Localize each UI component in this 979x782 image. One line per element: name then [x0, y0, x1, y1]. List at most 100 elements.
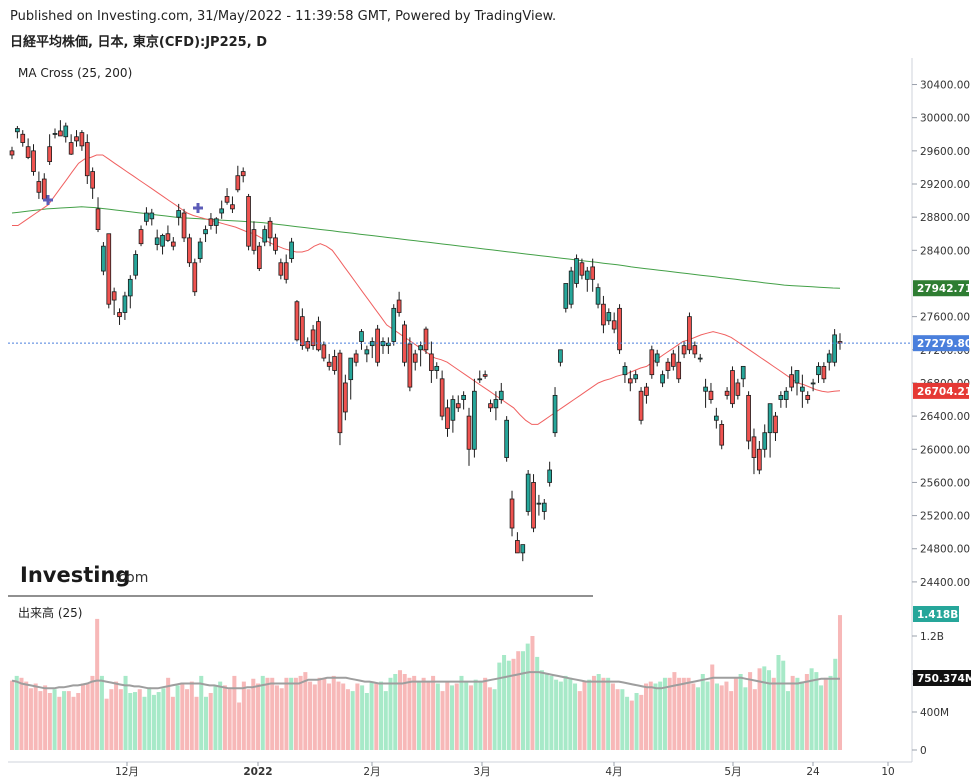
ma-cross-label: MA Cross (25, 200)	[18, 66, 132, 80]
candle	[601, 295, 606, 334]
candle	[47, 134, 52, 165]
volume-bar	[80, 683, 85, 750]
candle	[783, 387, 789, 408]
volume-bar	[180, 683, 185, 750]
candle	[805, 391, 811, 404]
time-tick-label: 2月	[363, 766, 380, 778]
volume-ma-line	[11, 671, 840, 690]
candle	[461, 391, 466, 410]
candle	[375, 324, 380, 367]
volume-bar	[681, 677, 686, 750]
volume-bar	[109, 689, 114, 750]
candle	[563, 283, 569, 313]
time-tick-label: 3月	[473, 766, 490, 778]
volume-bar	[426, 681, 431, 750]
candle	[778, 391, 784, 408]
candle	[654, 349, 660, 367]
volume-bar	[762, 666, 767, 750]
volume-bar	[104, 698, 109, 750]
volume-bar	[795, 677, 800, 750]
volume-bar	[497, 662, 502, 750]
candle	[176, 203, 182, 226]
volume-bar	[128, 693, 133, 750]
candle	[767, 403, 773, 458]
volume-bar	[360, 685, 365, 750]
volume-bar	[412, 675, 417, 750]
candle	[321, 341, 327, 362]
volume-bar	[308, 681, 313, 750]
volume-bar	[549, 675, 554, 750]
volume-bar	[147, 687, 152, 750]
volume-bar	[658, 681, 663, 750]
volume-bar	[596, 674, 601, 750]
volume-bar	[151, 694, 156, 750]
volume-bar	[237, 702, 242, 750]
volume-bars	[9, 615, 843, 750]
candle	[660, 370, 665, 388]
price-tick-label: 24800.00	[920, 544, 970, 556]
volume-bar	[161, 688, 166, 750]
volume-bar	[776, 655, 781, 750]
candle	[773, 411, 778, 441]
volume-bar	[644, 683, 649, 750]
volume-bar	[383, 691, 388, 750]
volume-bar	[303, 672, 308, 750]
volume-bar	[14, 675, 19, 750]
candle	[455, 395, 461, 412]
volume-bar	[535, 656, 540, 750]
candle	[579, 258, 585, 280]
volume-bar	[33, 683, 38, 750]
candle	[41, 173, 47, 201]
volume-bar	[175, 685, 180, 750]
svg-text:.com: .com	[114, 570, 148, 586]
volume-bar	[620, 689, 625, 750]
volume-bar	[587, 679, 592, 750]
volume-bar	[28, 688, 33, 750]
volume-bar	[639, 694, 644, 750]
volume-bar	[431, 675, 436, 750]
candle	[800, 374, 805, 408]
volume-bar	[516, 651, 521, 750]
price-tick-label: 30000.00	[920, 113, 970, 125]
candle	[203, 225, 208, 243]
volume-bar	[719, 685, 724, 750]
volume-bar	[322, 677, 327, 750]
svg-text:750.374M: 750.374M	[917, 673, 975, 685]
candle	[396, 291, 402, 317]
candle	[332, 349, 337, 375]
time-tick-label: 24	[806, 766, 820, 778]
volume-bar	[454, 683, 459, 750]
volume-bar	[696, 687, 701, 750]
volume-bar	[563, 675, 568, 750]
candle	[144, 207, 149, 226]
volume-bar	[199, 675, 204, 750]
candle	[337, 349, 343, 446]
time-tick-label: 12月	[115, 766, 139, 778]
volume-bar	[123, 675, 128, 750]
candle	[305, 337, 311, 352]
candle	[278, 258, 284, 280]
volume-bar	[189, 681, 194, 750]
volume-bar	[185, 689, 190, 750]
investing-logo: Investing .com	[20, 563, 148, 587]
candle	[488, 399, 493, 412]
candle	[445, 399, 450, 437]
volume-bar	[95, 618, 100, 750]
candle	[558, 349, 563, 367]
volume-bar	[374, 683, 379, 750]
candle	[482, 370, 488, 379]
candle	[412, 349, 418, 371]
candle	[509, 490, 515, 537]
volume-bar	[43, 685, 48, 750]
price-tick-label: 28400.00	[920, 245, 970, 257]
volume-bar	[487, 687, 492, 750]
volume-bar	[379, 681, 384, 750]
candle	[310, 324, 316, 350]
candle	[552, 387, 558, 437]
candle	[9, 146, 15, 160]
volume-bar	[573, 683, 578, 750]
candle	[165, 225, 171, 243]
volume-bar	[757, 668, 762, 750]
volume-bar	[260, 675, 265, 750]
